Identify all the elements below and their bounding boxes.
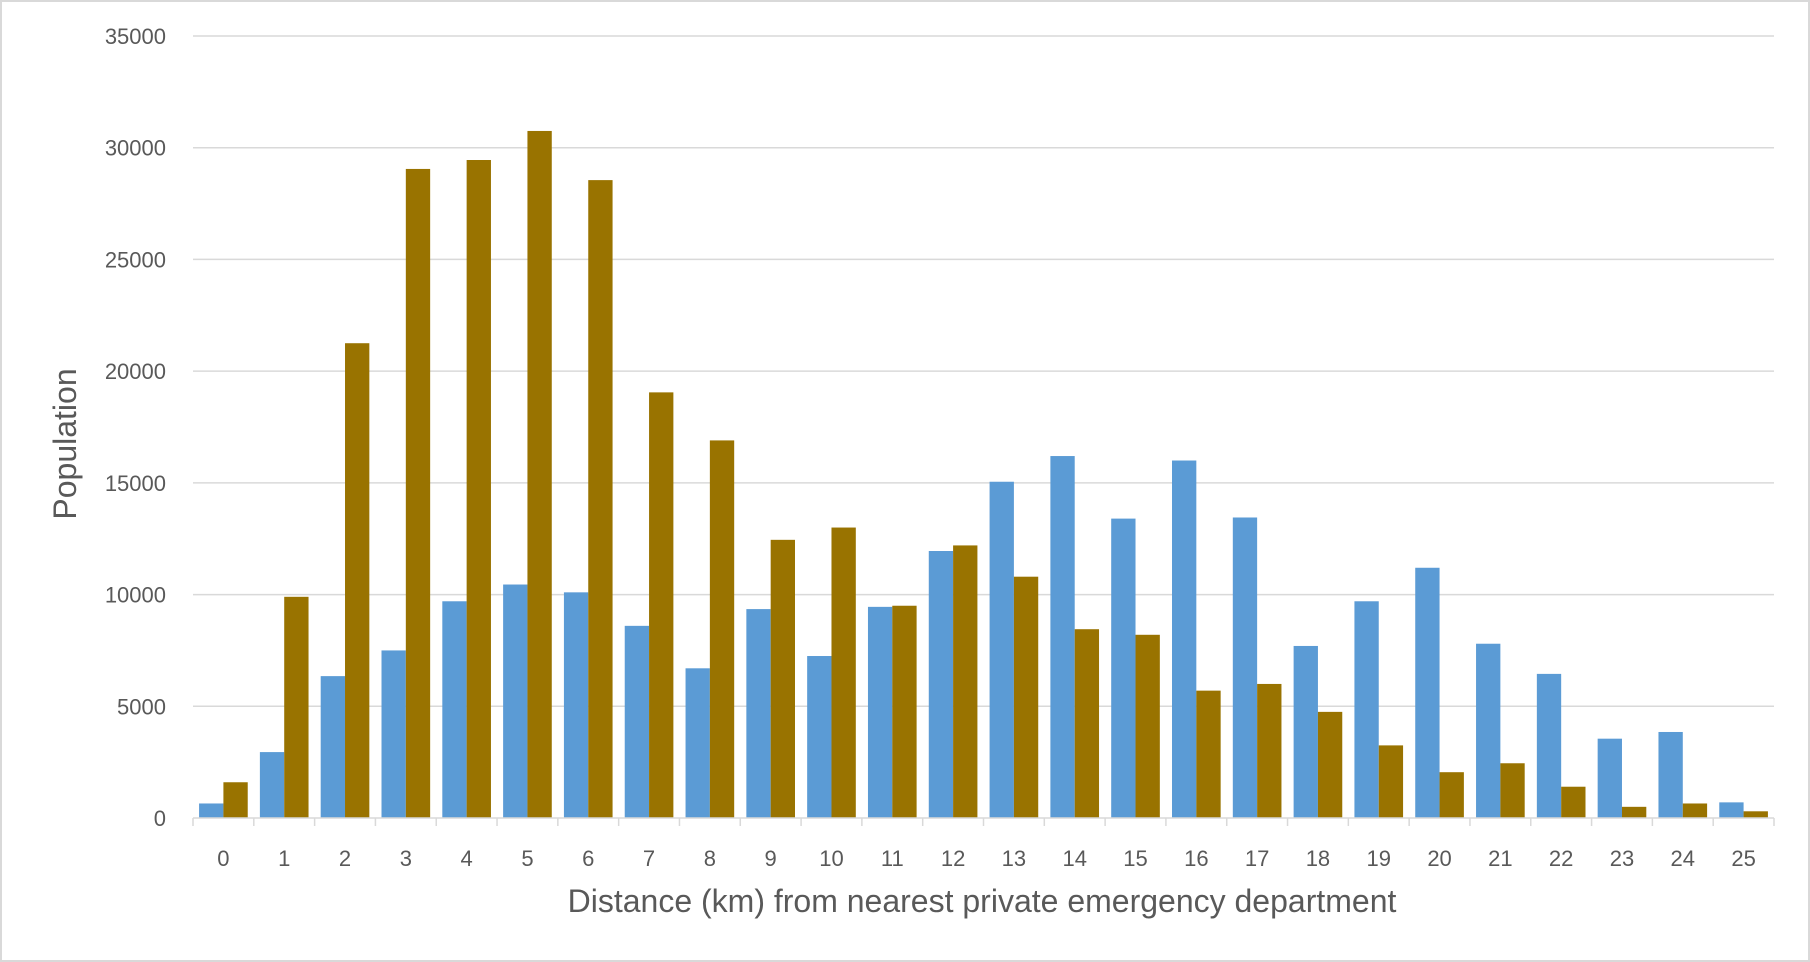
- y-tick-label: 5000: [117, 694, 166, 719]
- y-tick-label: 35000: [105, 24, 166, 49]
- x-tick-label: 7: [643, 846, 655, 871]
- x-tick-label: 5: [521, 846, 533, 871]
- bar-series-2: [1135, 634, 1160, 818]
- x-tick-label: 18: [1306, 846, 1330, 871]
- x-tick-label: 21: [1488, 846, 1512, 871]
- y-tick-label: 10000: [105, 583, 166, 608]
- bar-series-1: [563, 592, 589, 818]
- x-axis-title: Distance (km) from nearest private emerg…: [568, 883, 1397, 919]
- x-tick-label: 11: [881, 846, 904, 871]
- x-tick-label: 4: [461, 846, 473, 871]
- bar-series-1: [1415, 567, 1440, 818]
- bar-series-1: [381, 650, 406, 818]
- x-tick-label: 24: [1671, 846, 1695, 871]
- bar-series-2: [1500, 763, 1525, 818]
- y-tick-label: 15000: [105, 471, 166, 496]
- bar-series-1: [746, 609, 771, 818]
- bar-series-1: [320, 676, 346, 818]
- bar-series-1: [1597, 738, 1622, 818]
- bar-series-1: [624, 625, 650, 818]
- bar-series-2: [1378, 745, 1404, 818]
- bar-series-2: [1257, 683, 1282, 818]
- x-tick-label: 12: [941, 846, 965, 871]
- bar-series-1: [1172, 460, 1197, 818]
- x-tick-label: 22: [1549, 846, 1573, 871]
- bar-series-2: [1561, 786, 1586, 818]
- bar-series-2: [223, 782, 248, 818]
- bar-series-2: [770, 539, 795, 818]
- bar-series-1: [1536, 673, 1562, 818]
- x-tick-label: 0: [217, 846, 229, 871]
- bar-series-1: [1354, 601, 1379, 818]
- bar-series-2: [1013, 576, 1039, 818]
- bar-series-2: [466, 160, 491, 818]
- bar-series-1: [1050, 456, 1075, 818]
- bars: [199, 130, 1768, 818]
- bar-series-1: [1293, 645, 1318, 818]
- y-axis-title: Population: [47, 368, 83, 519]
- bar-series-1: [685, 668, 710, 818]
- bar-series-2: [1621, 806, 1647, 818]
- bar-series-2: [345, 343, 370, 818]
- y-axis: 0 5000 10000 15000 20000 25000 30000 35000: [105, 24, 166, 831]
- x-tick-label: 15: [1123, 846, 1147, 871]
- bar-series-2: [709, 440, 735, 818]
- bar-series-1: [928, 551, 954, 818]
- x-tick-label: 3: [400, 846, 412, 871]
- bar-series-1: [989, 481, 1014, 818]
- y-tick-label: 20000: [105, 359, 166, 384]
- bar-series-1: [442, 601, 467, 818]
- x-tick-label: 19: [1367, 846, 1391, 871]
- x-tick-label: 23: [1610, 846, 1634, 871]
- bar-series-2: [1743, 811, 1768, 818]
- x-tick-label: 10: [819, 846, 843, 871]
- bar-series-2: [405, 168, 431, 818]
- bar-series-1: [807, 656, 832, 818]
- y-tick-label: 0: [154, 806, 166, 831]
- bar-series-1: [259, 752, 285, 818]
- x-tick-label: 16: [1184, 846, 1208, 871]
- bar-series-1: [1111, 518, 1136, 818]
- bar-series-1: [1658, 731, 1683, 818]
- bar-series-2: [1439, 772, 1464, 818]
- bar-series-1: [867, 606, 893, 818]
- x-tick-label: 13: [1002, 846, 1026, 871]
- bar-series-2: [831, 527, 856, 818]
- bar-series-2: [1682, 803, 1708, 818]
- bar-series-2: [1074, 629, 1100, 818]
- bar-series-2: [892, 605, 917, 818]
- x-axis: 0 1 2 3 4 5 6 7 8 9 10 11 12 13 14 15 16 17 18 19 20 21 22 23 24…: [192, 817, 1775, 871]
- y-tick-label: 30000: [105, 136, 166, 161]
- bar-series-2: [953, 545, 978, 818]
- bar-series-1: [1719, 802, 1744, 818]
- x-tick-label: 17: [1245, 846, 1269, 871]
- bar-series-2: [1317, 711, 1343, 818]
- bar-series-1: [1232, 517, 1258, 818]
- bar-series-1: [503, 584, 528, 818]
- y-tick-label: 25000: [105, 247, 166, 272]
- bar-series-1: [1476, 643, 1501, 818]
- bar-series-2: [527, 130, 552, 818]
- bar-series-1: [199, 803, 224, 818]
- x-tick-label: 8: [704, 846, 716, 871]
- x-tick-label: 20: [1427, 846, 1451, 871]
- gridlines: [193, 35, 1774, 708]
- x-tick-label: 9: [765, 846, 777, 871]
- bar-series-2: [1196, 690, 1221, 818]
- x-tick-label: 2: [339, 846, 351, 871]
- x-tick-label: 14: [1062, 846, 1086, 871]
- bar-series-2: [284, 596, 309, 818]
- x-tick-label: 25: [1731, 846, 1755, 871]
- bar-series-2: [588, 180, 613, 818]
- bar-series-2: [649, 392, 674, 818]
- x-tick-label: 1: [278, 846, 290, 871]
- x-tick-label: 6: [582, 846, 594, 871]
